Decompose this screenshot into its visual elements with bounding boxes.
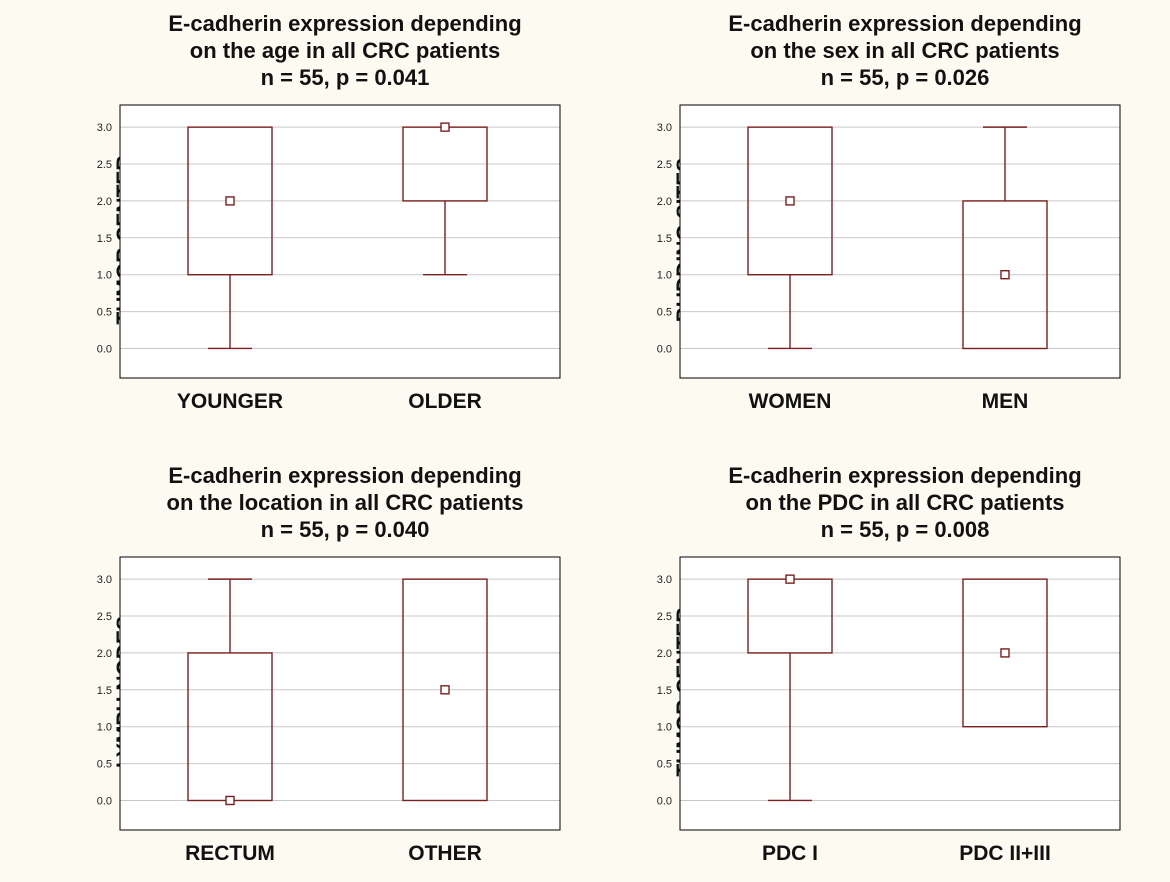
y-tick-label: 0.0 — [97, 795, 112, 807]
plot-area — [680, 105, 1120, 378]
x-category-label: OLDER — [408, 390, 482, 413]
chart-panel-sex: E-cadherin expression depending on the s… — [625, 0, 1170, 430]
chart-title-line: E-cadherin expression depending — [168, 11, 522, 36]
chart-title-line: E-cadherin expression depending — [728, 11, 1082, 36]
chart-title: E-cadherin expression depending on the s… — [625, 10, 1170, 91]
chart-title-line: n = 55, p = 0.026 — [820, 65, 990, 90]
y-tick-label: 0.0 — [97, 343, 112, 355]
chart-panel-age: E-cadherin expression depending on the a… — [65, 0, 625, 430]
chart-title-line: on the age in all CRC patients — [189, 38, 501, 63]
chart-title-line: n = 55, p = 0.008 — [820, 517, 990, 542]
box-1 — [402, 122, 488, 276]
box-plot-svg: 0.0 0.5 1.0 1.5 2.0 2.5 3.0 PDC I PDC II+III — [657, 556, 1121, 865]
y-tick-label: 1.5 — [97, 685, 112, 697]
y-tick-label: 2.5 — [97, 159, 112, 171]
box-plot-svg: 0.0 0.5 1.0 1.5 2.0 2.5 3.0 WOMEN MEN — [657, 104, 1121, 413]
plot-area — [120, 105, 560, 378]
x-category-label: PDC I — [762, 842, 818, 865]
y-tick-label: 2.5 — [97, 611, 112, 623]
box-1 — [402, 578, 488, 802]
box-1 — [962, 578, 1048, 728]
x-category-label: MEN — [982, 390, 1029, 413]
y-tick-label: 3.0 — [657, 574, 672, 586]
box-iqr — [402, 578, 488, 802]
y-tick-label: 1.5 — [657, 685, 672, 697]
plot-frame — [119, 556, 561, 831]
median-marker — [225, 196, 235, 206]
y-tick-label: 2.5 — [657, 611, 672, 623]
y-tick-label: 1.0 — [657, 270, 672, 282]
chart-panel-pdc: E-cadherin expression depending on the P… — [625, 452, 1170, 882]
median-marker — [785, 196, 795, 206]
box-0 — [747, 574, 833, 802]
chart-title: E-cadherin expression depending on the P… — [625, 462, 1170, 543]
y-tick-label: 0.0 — [657, 795, 672, 807]
y-tick-label: 0.0 — [657, 343, 672, 355]
x-category-label: YOUNGER — [177, 390, 283, 413]
y-tick-label: 0.5 — [657, 307, 672, 319]
median-marker — [440, 685, 450, 695]
chart-title: E-cadherin expression depending on the a… — [65, 10, 625, 91]
chart-title-line: on the sex in all CRC patients — [750, 38, 1060, 63]
x-category-label: OTHER — [408, 842, 482, 865]
y-tick-label: 1.5 — [657, 233, 672, 245]
y-tick-label: 1.0 — [97, 722, 112, 734]
box-plot-svg: 0.0 0.5 1.0 1.5 2.0 2.5 3.0 RECTUM OTHER — [97, 556, 561, 865]
x-category-label: PDC II+III — [959, 842, 1051, 865]
median-marker — [440, 122, 450, 132]
x-category-label: RECTUM — [185, 842, 275, 865]
x-category-label: WOMEN — [749, 390, 832, 413]
box-0 — [747, 126, 833, 350]
plot-area — [680, 557, 1120, 830]
plot-frame — [119, 104, 561, 379]
median-marker — [785, 574, 795, 584]
box-plot-svg: 0.0 0.5 1.0 1.5 2.0 2.5 3.0 YOUNGER OLDER — [97, 104, 561, 413]
median-marker — [1000, 270, 1010, 280]
box-iqr — [962, 578, 1048, 728]
box-iqr — [187, 126, 273, 276]
y-tick-label: 3.0 — [657, 122, 672, 134]
box-0 — [187, 126, 273, 350]
chart-title-line: n = 55, p = 0.041 — [260, 65, 430, 90]
y-tick-label: 3.0 — [97, 122, 112, 134]
chart-title-line: on the PDC in all CRC patients — [745, 490, 1065, 515]
y-tick-label: 1.0 — [657, 722, 672, 734]
chart-panel-location: E-cadherin expression depending on the l… — [65, 452, 625, 882]
box-0 — [187, 578, 273, 806]
y-tick-label: 1.0 — [97, 270, 112, 282]
median-marker — [1000, 648, 1010, 658]
plot-area — [120, 557, 560, 830]
y-tick-label: 0.5 — [97, 307, 112, 319]
chart-title-line: n = 55, p = 0.040 — [260, 517, 430, 542]
y-tick-label: 2.0 — [657, 196, 672, 208]
plot-frame — [679, 104, 1121, 379]
y-tick-label: 0.5 — [657, 759, 672, 771]
plot-frame — [679, 556, 1121, 831]
chart-title-line: E-cadherin expression depending — [168, 463, 522, 488]
chart-title: E-cadherin expression depending on the l… — [65, 462, 625, 543]
chart-title-line: on the location in all CRC patients — [166, 490, 524, 515]
chart-title-line: E-cadherin expression depending — [728, 463, 1082, 488]
median-marker — [225, 795, 235, 806]
box-1 — [962, 126, 1048, 350]
box-iqr — [962, 200, 1048, 350]
y-tick-label: 0.5 — [97, 759, 112, 771]
y-tick-label: 2.0 — [97, 196, 112, 208]
y-tick-label: 2.5 — [657, 159, 672, 171]
y-tick-label: 1.5 — [97, 233, 112, 245]
y-tick-label: 2.0 — [97, 648, 112, 660]
y-tick-label: 2.0 — [657, 648, 672, 660]
y-tick-label: 3.0 — [97, 574, 112, 586]
box-iqr — [747, 126, 833, 276]
